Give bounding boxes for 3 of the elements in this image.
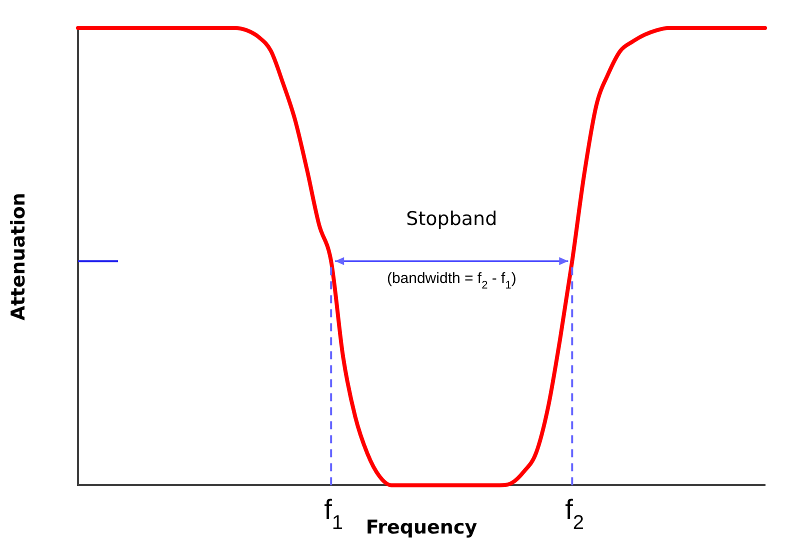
annotation: Stopband	[406, 208, 498, 230]
y-axis-title: Attenuation	[7, 192, 30, 321]
x-axis-title: Frequency	[366, 516, 478, 539]
